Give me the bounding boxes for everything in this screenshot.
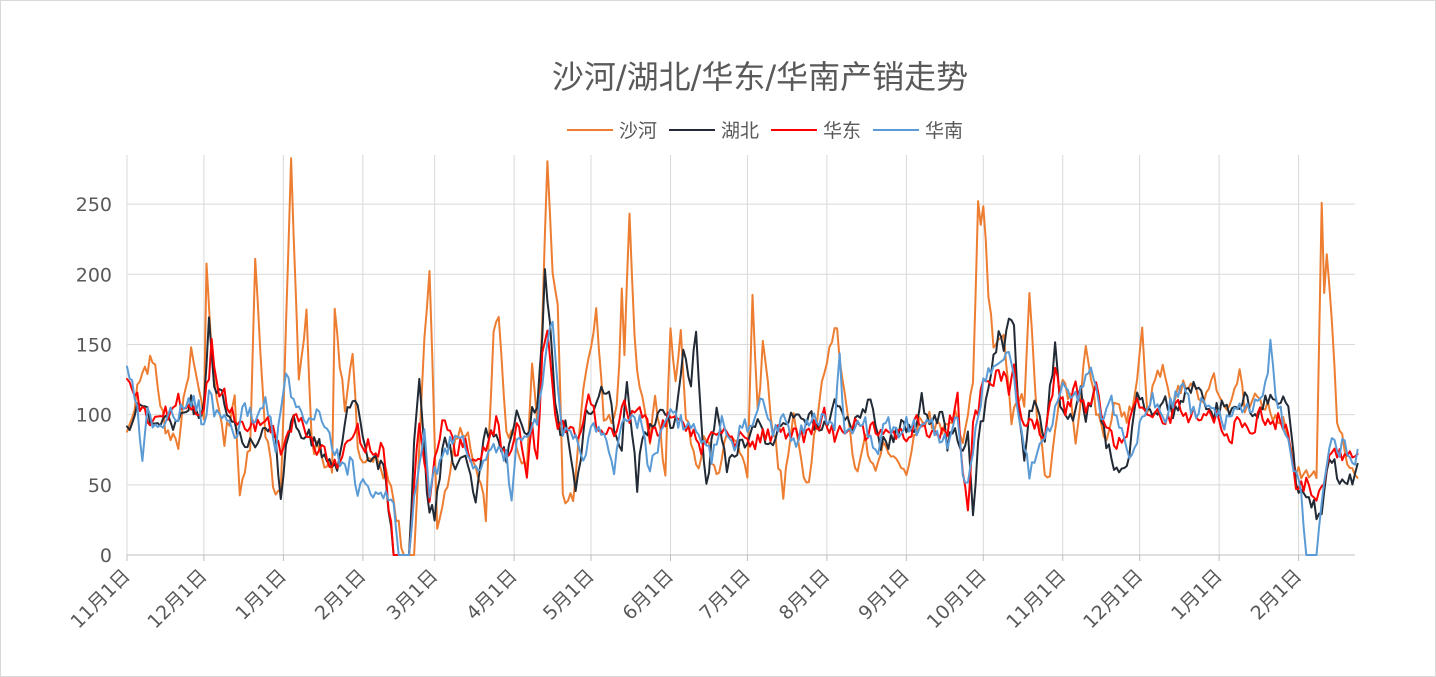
x-tick-label-7: 6月1日 [619,565,679,625]
legend-item-3[interactable]: 华南 [873,116,963,143]
legend-item-2[interactable]: 华东 [771,116,861,143]
series-line-2 [126,329,1359,556]
x-tick-label-14: 1月1日 [1167,565,1227,625]
legend-swatch-0 [567,128,613,131]
x-tick-label-2: 1月1日 [231,565,291,625]
legend-swatch-1 [669,128,716,131]
x-tick-label-5: 4月1日 [462,565,522,625]
x-tick-label-3: 2月1日 [311,565,371,625]
y-tick-label-0: 0 [100,545,112,567]
gridlines [126,155,1355,561]
legend-label-0: 沙河 [619,120,658,142]
y-tick-label-200: 200 [76,264,112,286]
x-tick-label-11: 10月1日 [923,565,991,633]
chart-title: 沙河/湖北/华东/华南产销走势 [551,58,969,96]
y-tick-label-100: 100 [76,405,112,427]
y-tick-label-50: 50 [88,475,112,497]
x-tick-label-15: 2月1日 [1247,565,1307,625]
x-tick-label-6: 5月1日 [539,565,599,625]
legend-label-3: 华南 [925,120,964,142]
x-tick-label-8: 7月1日 [695,565,755,625]
x-tick-label-12: 11月1日 [1002,565,1070,633]
x-tick-label-1: 12月1日 [143,565,211,633]
x-tick-label-0: 11月1日 [66,565,134,633]
legend-item-1[interactable]: 湖北 [669,116,759,143]
x-tick-label-10: 9月1日 [854,565,914,625]
x-tick-label-9: 8月1日 [775,565,835,625]
legend-swatch-3 [873,128,920,131]
legend: 沙河 湖北 华东 华南 [567,116,963,143]
x-tick-label-4: 3月1日 [383,565,443,625]
series-line-0 [126,157,1359,556]
legend-swatch-2 [771,128,818,131]
y-tick-label-150: 150 [76,334,112,356]
legend-label-1: 湖北 [721,120,760,142]
legend-item-0[interactable]: 沙河 [567,116,657,143]
legend-label-2: 华东 [823,120,862,142]
series-line-3 [126,320,1359,556]
x-tick-label-13: 12月1日 [1079,565,1147,633]
y-tick-label-250: 250 [76,194,112,216]
